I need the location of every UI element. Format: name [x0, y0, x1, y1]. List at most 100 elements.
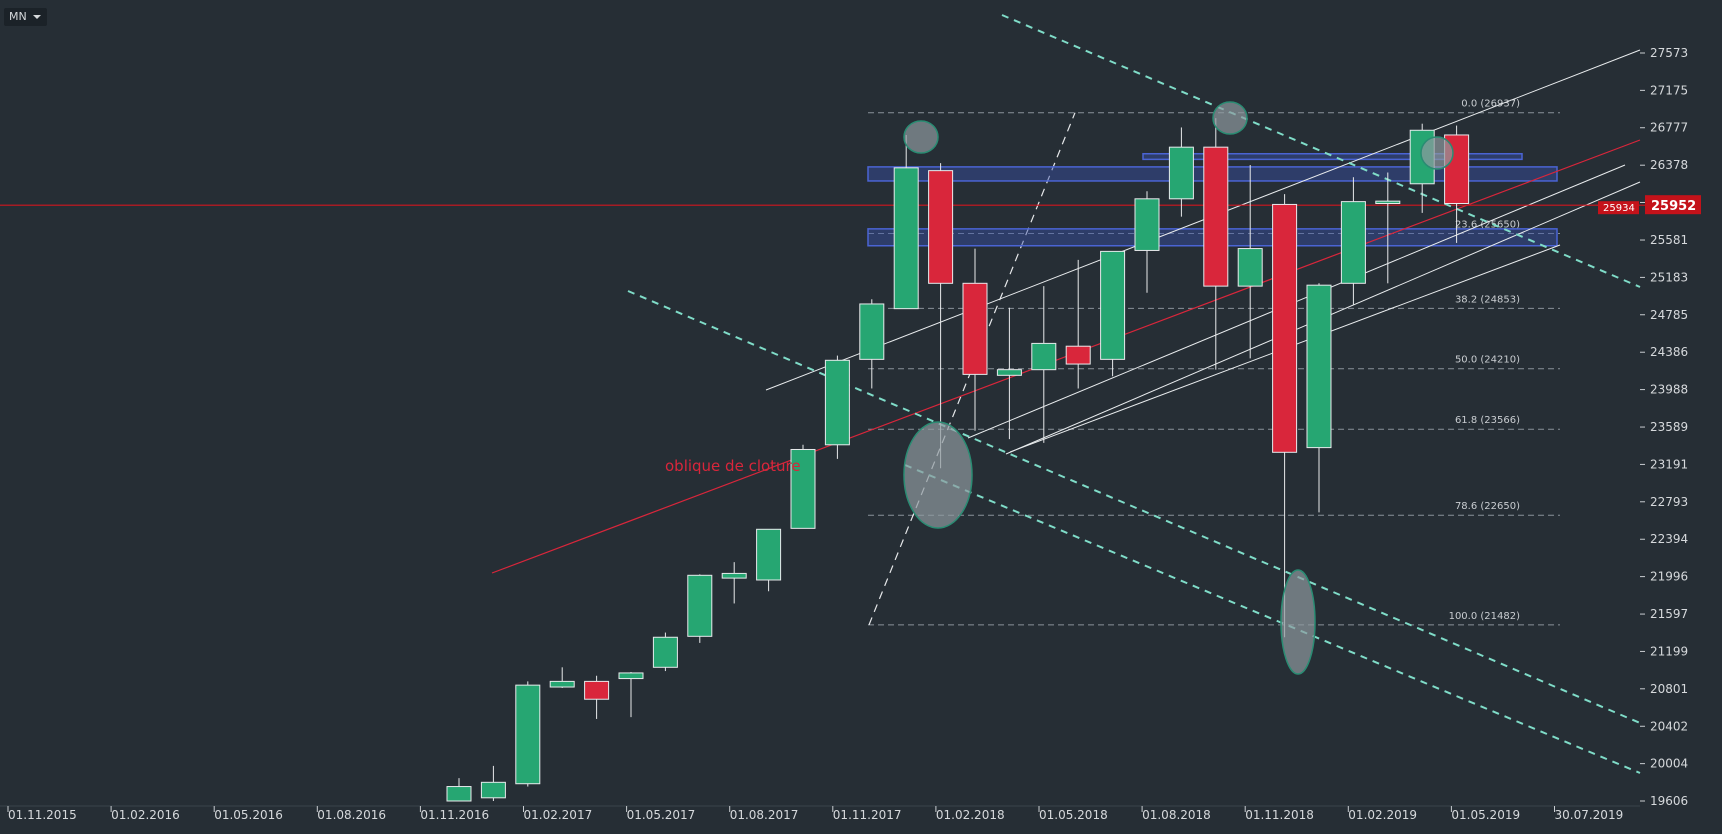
y-tick-label: 22793 [1650, 495, 1688, 509]
candle-up [1031, 342, 1057, 371]
candle [721, 562, 747, 604]
candle-down [928, 170, 954, 284]
candle-up [446, 786, 472, 802]
candle [618, 671, 644, 718]
candle-up [652, 636, 678, 668]
candle-up [1237, 248, 1263, 287]
y-tick-label: 26777 [1650, 121, 1688, 135]
x-tick-label: 01.11.2017 [833, 808, 902, 822]
y-tick-label: 24785 [1650, 308, 1688, 322]
x-tick-label: 01.11.2018 [1245, 808, 1314, 822]
channel-line [765, 49, 1641, 391]
y-tick-label: 25183 [1650, 270, 1688, 284]
candle-up [824, 359, 850, 446]
chevron-down-icon [32, 15, 41, 19]
candle-up [1306, 284, 1332, 449]
y-tick-label: 23988 [1650, 383, 1688, 397]
resistance-zone [1142, 152, 1523, 161]
candle [1134, 191, 1160, 293]
fib-label: 0.0 (26937) [1461, 99, 1520, 110]
fib-label: 100.0 (21482) [1449, 611, 1521, 622]
x-tick-label: 01.02.2017 [524, 808, 593, 822]
candle [480, 765, 506, 801]
price-badge-label: 25952 [1651, 199, 1696, 214]
candle-down [1203, 146, 1229, 287]
candles [446, 118, 1470, 802]
ellipse-markers [903, 101, 1454, 675]
candle-up [1134, 198, 1160, 251]
y-tick-label: 21996 [1650, 570, 1688, 584]
axes: 27573 27175 26777 26378 25952 25581 25183 24785… [0, 46, 1701, 822]
candle-up [859, 303, 885, 360]
candle-down [1272, 203, 1298, 453]
y-tick-label: 19606 [1650, 794, 1688, 808]
bid-badge-label: 25934 [1603, 203, 1635, 214]
x-tick-label: 01.05.2018 [1039, 808, 1108, 822]
timeframe-selector[interactable]: MN [4, 8, 47, 26]
y-tick-label: 23191 [1650, 457, 1688, 471]
fib-label: 23.6 (25650) [1455, 220, 1520, 231]
x-tick-label: 01.02.2018 [936, 808, 1005, 822]
candle [1272, 194, 1298, 638]
candle [756, 528, 782, 592]
candle [893, 134, 919, 310]
candle [1237, 165, 1263, 359]
price-badge [1645, 195, 1701, 215]
bid-badge [1598, 201, 1639, 215]
candle-up [515, 684, 541, 785]
highlight-ellipse [1420, 136, 1454, 170]
candle-up [687, 574, 713, 637]
candle [962, 248, 988, 431]
fib-label: 61.8 (23566) [1455, 415, 1520, 426]
candle-up [756, 528, 782, 581]
candle-down [962, 282, 988, 375]
candle-up [480, 781, 506, 799]
y-tick-label: 20402 [1650, 719, 1688, 733]
y-tick-label: 24386 [1650, 345, 1688, 359]
candle-up [721, 572, 747, 579]
x-tick-label: 01.08.2018 [1142, 808, 1211, 822]
candle-up [893, 167, 919, 310]
candle-down [1065, 345, 1091, 365]
channel-dashed-line [904, 464, 1641, 774]
x-tick-label: 01.11.2016 [420, 808, 489, 822]
candle [1065, 259, 1091, 389]
candle-up [1375, 200, 1401, 205]
x-tick-label: 01.11.2015 [8, 808, 77, 822]
fib-label: 50.0 (24210) [1455, 355, 1520, 366]
y-tick-label: 27175 [1650, 83, 1688, 97]
candle [790, 444, 816, 529]
fib-label: 38.2 (24853) [1455, 294, 1520, 305]
candle-down [584, 680, 610, 700]
candle [928, 163, 954, 469]
candle [549, 667, 575, 688]
x-tick-label: 01.05.2016 [214, 808, 283, 822]
annotation-oblique-de-cloture: oblique de cloture [665, 457, 801, 475]
x-tick-label: 01.05.2017 [627, 808, 696, 822]
y-tick-label: 21199 [1650, 644, 1688, 658]
candle [1306, 283, 1332, 513]
candle [1031, 286, 1057, 443]
highlight-ellipse [903, 120, 939, 154]
candle-up [618, 672, 644, 680]
x-tick-label: 01.02.2019 [1348, 808, 1417, 822]
y-tick-label: 26378 [1650, 158, 1688, 172]
x-tick-label: 01.08.2016 [317, 808, 386, 822]
highlight-ellipse [1212, 101, 1248, 135]
x-tick-label: 01.02.2016 [111, 808, 180, 822]
channel-dashed-line [1001, 14, 1641, 288]
candle [824, 355, 850, 459]
timeframe-label: MN [9, 10, 27, 23]
candle-up [549, 680, 575, 688]
candle [652, 632, 678, 672]
candle-up [790, 448, 816, 529]
candle [859, 299, 885, 389]
candle [1375, 172, 1401, 284]
y-tick-label: 22394 [1650, 532, 1688, 546]
x-tick-label: 30.07.2019 [1555, 808, 1624, 822]
candle-up [996, 369, 1022, 376]
highlight-ellipse [903, 421, 973, 529]
y-tick-label: 20004 [1650, 757, 1688, 771]
x-tick-label: 01.08.2017 [730, 808, 799, 822]
